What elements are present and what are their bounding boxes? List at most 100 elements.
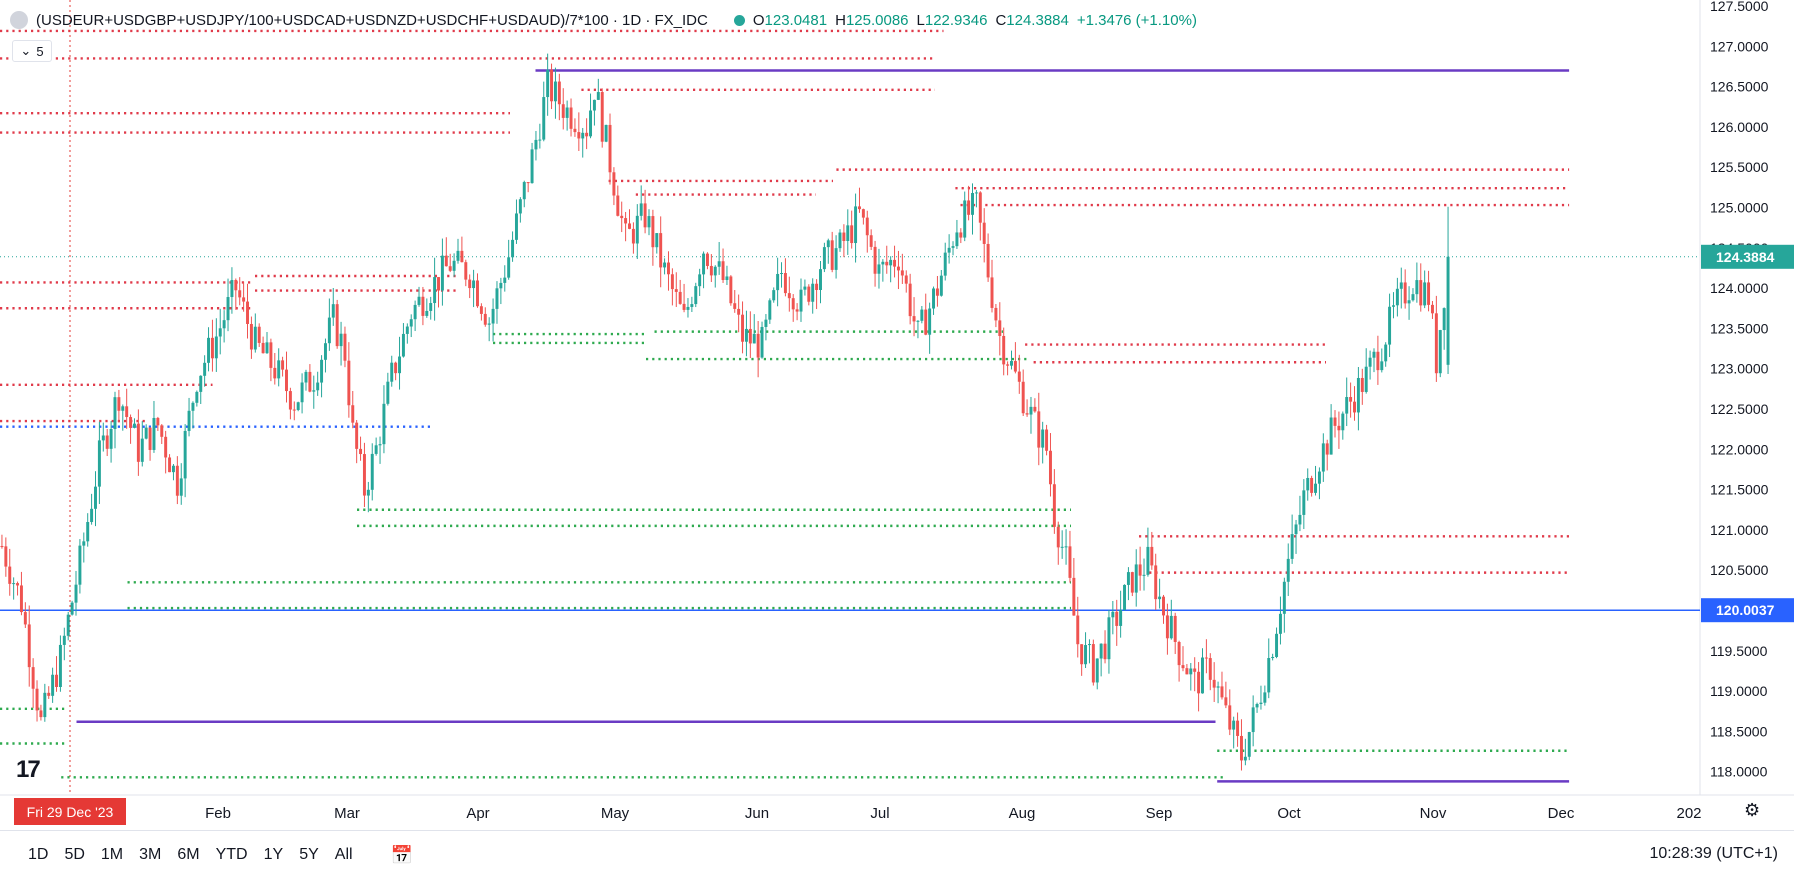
candle-body [43, 692, 47, 718]
candle-body [1126, 572, 1130, 585]
range-button-6m[interactable]: 6M [177, 846, 200, 863]
candle-body [351, 405, 355, 423]
range-button-3m[interactable]: 3M [139, 846, 162, 863]
candle-body [959, 232, 963, 238]
candle-body [530, 149, 534, 184]
candle-body [869, 235, 873, 247]
candle-body [1333, 417, 1337, 426]
price-tick-label: 121.5000 [1710, 482, 1769, 498]
candle-body [238, 290, 242, 298]
candle-body [893, 259, 897, 267]
candle-body [355, 422, 359, 449]
range-button-5d[interactable]: 5D [64, 846, 85, 863]
price-tick-label: 119.5000 [1710, 643, 1768, 659]
price-chart[interactable]: 127.5000 127.0000 126.5000 126.0000 125.5000… [0, 0, 1794, 830]
candle-body [1419, 280, 1423, 306]
candle-body [1430, 304, 1434, 314]
bottom-toolbar: 1D 5D 1M 3M 6M YTD 1Y 5Y All 📅 10:28:39 (UTC+1) [0, 830, 1794, 879]
candle-body [908, 283, 912, 317]
candle-body [631, 228, 635, 244]
candle-body [1411, 294, 1415, 301]
symbol-logo-icon [10, 11, 28, 29]
candle-body [674, 289, 678, 292]
range-button-1d[interactable]: 1D [28, 846, 49, 863]
candle-body [288, 391, 292, 410]
candle-body [468, 279, 472, 289]
time-tick-label: May [601, 805, 630, 822]
candle-body [476, 280, 479, 307]
candle-body [1251, 707, 1255, 733]
candle-body [136, 423, 140, 462]
candle-body [156, 417, 160, 426]
candle-body [577, 132, 581, 139]
range-button-1y[interactable]: 1Y [263, 846, 284, 863]
candle-body [31, 667, 35, 689]
candle-body [635, 215, 639, 244]
time-tick-label: Nov [1420, 805, 1447, 822]
candle-body [760, 326, 764, 358]
candle-body [1204, 657, 1208, 659]
candle-body [1403, 282, 1407, 304]
candle-body [335, 304, 339, 347]
candle-body [647, 216, 651, 228]
range-button-all[interactable]: All [334, 846, 353, 863]
time-tick-label: Jun [745, 805, 769, 822]
candle-body [967, 200, 971, 215]
candle-body [1080, 644, 1084, 665]
candle-body [160, 425, 164, 437]
candle-body [460, 250, 464, 263]
price-tick-label: 118.5000 [1710, 723, 1768, 739]
candle-body [826, 240, 830, 248]
candle-body [1208, 658, 1212, 680]
candle-body [1084, 645, 1088, 665]
candlestick-series [0, 53, 1450, 771]
range-button-1m[interactable]: 1M [100, 846, 124, 863]
candle-body [1368, 357, 1372, 367]
price-tick-label: 122.5000 [1710, 401, 1769, 417]
candle-body [822, 247, 826, 270]
candle-body [378, 444, 382, 446]
candle-body [265, 342, 269, 354]
candle-body [1302, 490, 1306, 515]
candle-body [951, 246, 955, 248]
candle-body [0, 546, 4, 548]
candle-body [97, 440, 101, 487]
candle-body [737, 308, 741, 315]
gear-icon[interactable]: ⚙ [1744, 800, 1761, 820]
candle-body [1321, 443, 1325, 472]
indicators-collapse-button[interactable]: ⌄ 5 [12, 40, 52, 62]
candle-body [1158, 596, 1162, 600]
clock[interactable]: 10:28:39 (UTC+1) [1649, 845, 1778, 862]
candle-body [1189, 668, 1193, 675]
symbol-title[interactable]: (USDEUR+USDGBP+USDJPY/100+USDCAD+USDNZD+… [36, 11, 708, 29]
crosshair-date-label: Fri 29 Dec '23 [27, 804, 114, 820]
hline-price-label: 120.0037 [1716, 602, 1775, 618]
candle-body [1329, 417, 1333, 455]
candle-body [682, 303, 686, 310]
candle-body [850, 225, 854, 244]
range-button-ytd[interactable]: YTD [215, 846, 248, 863]
candle-body [218, 328, 222, 337]
candle-body [1364, 366, 1368, 392]
candle-body [62, 635, 66, 645]
candle-body [1173, 615, 1177, 642]
candle-body [612, 172, 616, 196]
candle-body [729, 276, 733, 304]
candle-body [978, 192, 982, 223]
candle-body [744, 328, 748, 342]
candle-body [1052, 484, 1056, 527]
candle-body [499, 282, 503, 289]
candle-body [1356, 377, 1360, 413]
price-tick-label: 125.5000 [1710, 159, 1769, 175]
candle-body [1388, 306, 1392, 345]
candle-body [565, 107, 569, 118]
candle-body [904, 275, 908, 284]
calendar-goto-icon[interactable]: 📅 [390, 844, 413, 865]
candle-body [900, 270, 904, 276]
candle-body [846, 225, 850, 241]
range-button-5y[interactable]: 5Y [299, 846, 319, 863]
candle-body [709, 265, 713, 276]
candle-body [717, 261, 721, 267]
candle-body [23, 612, 27, 625]
candle-body [1243, 756, 1247, 761]
